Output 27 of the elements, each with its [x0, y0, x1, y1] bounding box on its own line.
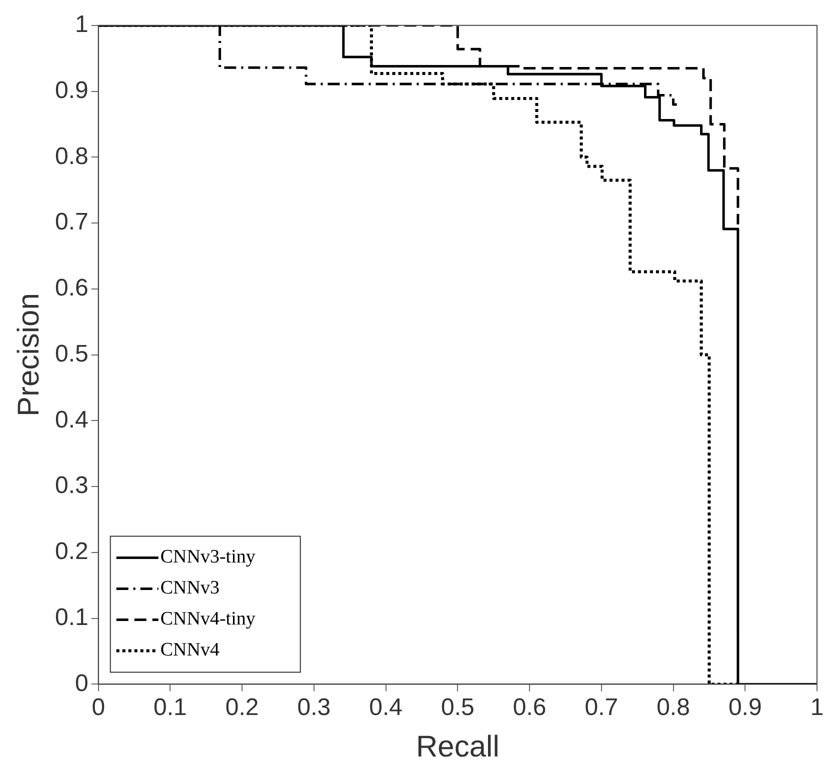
x-tick-label: 0.4 — [369, 694, 403, 722]
legend-label: CNNv3-tiny — [160, 546, 256, 568]
y-tick-label: 0.9 — [54, 76, 88, 104]
legend-label: CNNv4 — [160, 640, 220, 661]
y-tick-label: 0.8 — [54, 142, 88, 170]
y-tick-label: 0.2 — [54, 538, 88, 566]
y-tick-label: 0.3 — [54, 472, 88, 500]
y-tick-label: 0.6 — [54, 274, 88, 302]
x-tick-label: 0.9 — [728, 694, 762, 722]
x-tick-label: 0.2 — [225, 694, 259, 722]
legend-label: CNNv4-tiny — [160, 608, 256, 630]
y-tick-label: 1 — [75, 11, 88, 38]
y-tick-label: 0.4 — [54, 406, 88, 434]
x-tick-label: 0.5 — [440, 694, 474, 722]
legend-label: CNNv3 — [160, 578, 220, 599]
y-axis-title: Precision — [12, 293, 46, 416]
x-tick-label: 0.8 — [656, 694, 690, 722]
x-tick-label: 0.1 — [154, 694, 187, 722]
y-tick-label: 0.1 — [54, 604, 88, 631]
x-tick-label: 0.3 — [297, 694, 331, 722]
x-tick-label: 1 — [810, 694, 824, 722]
x-tick-label: 0.7 — [584, 694, 618, 722]
y-tick-label: 0.5 — [54, 340, 88, 368]
x-axis-title: Recall — [416, 730, 500, 764]
y-tick-label: 0.7 — [54, 208, 88, 236]
x-tick-label: 0.6 — [512, 694, 546, 722]
y-tick-label: 0 — [75, 670, 88, 697]
